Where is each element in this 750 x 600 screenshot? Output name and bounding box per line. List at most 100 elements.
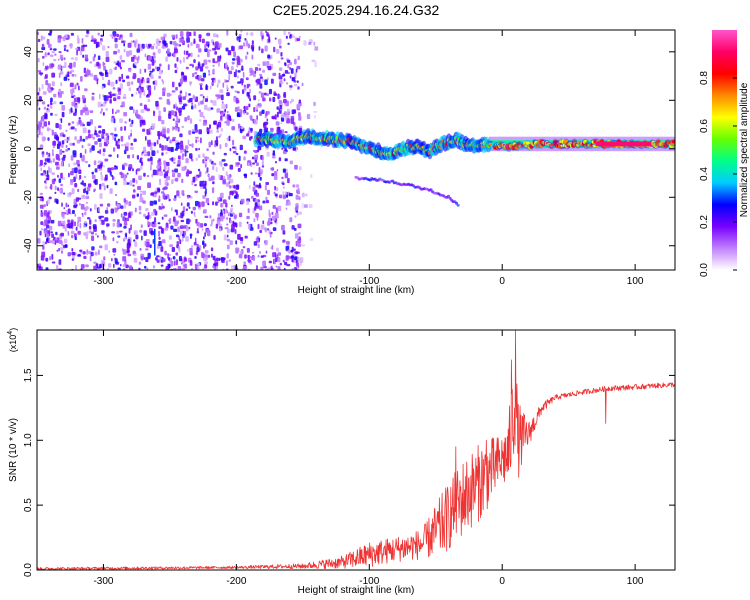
noise-cell [107, 45, 110, 49]
noise-cell [168, 136, 170, 140]
noise-cell [180, 38, 185, 44]
noise-cell [193, 215, 197, 218]
noise-cell [225, 47, 229, 52]
noise-cell [273, 93, 278, 96]
noise-cell [62, 134, 66, 138]
noise-cell [113, 147, 116, 152]
noise-cell [246, 51, 249, 55]
noise-cell [41, 136, 46, 142]
noise-cell [216, 219, 221, 225]
noise-cell [78, 117, 81, 120]
noise-cell [130, 40, 134, 44]
noise-cell [240, 164, 242, 169]
noise-cell [229, 185, 232, 189]
noise-cell [101, 85, 104, 90]
noise-cell [99, 142, 102, 148]
noise-cell [295, 194, 299, 200]
noise-cell [103, 165, 105, 168]
noise-cell [89, 147, 92, 153]
x-tick-label: -100 [359, 576, 379, 587]
noise-cell [212, 72, 215, 75]
noise-cell [138, 205, 142, 211]
noise-cell [90, 251, 94, 257]
colorbar-tick-label: 0.2 [699, 215, 710, 229]
noise-cell [140, 165, 143, 170]
noise-cell [159, 182, 162, 186]
noise-cell [143, 172, 146, 177]
noise-cell [229, 178, 234, 184]
noise-cell [249, 73, 253, 76]
noise-cell [259, 182, 261, 188]
noise-cell [96, 61, 100, 67]
noise-cell [151, 61, 155, 66]
noise-cell [99, 193, 103, 199]
noise-cell [192, 176, 196, 183]
noise-cell [105, 56, 110, 62]
noise-cell [91, 145, 95, 151]
noise-cell [185, 91, 188, 98]
noise-cell [238, 127, 240, 132]
noise-cell [174, 103, 178, 107]
noise-cell [196, 231, 200, 234]
noise-cell [222, 178, 227, 185]
noise-cell [164, 250, 167, 256]
noise-cell [258, 67, 261, 71]
noise-cell [60, 183, 63, 187]
noise-cell [117, 96, 121, 100]
noise-cell [202, 153, 205, 158]
noise-cell [185, 236, 189, 242]
noise-cell [279, 45, 282, 49]
noise-cell [155, 46, 158, 49]
noise-cell [283, 98, 287, 104]
noise-cell [69, 142, 73, 146]
noise-cell [187, 249, 189, 252]
noise-cell [50, 43, 52, 49]
noise-cell [225, 268, 229, 270]
noise-cell [222, 208, 225, 211]
noise-cell [108, 154, 112, 157]
colorbar-tick-label: 0.4 [699, 167, 710, 181]
noise-cell [70, 107, 73, 113]
noise-cell [284, 172, 289, 179]
noise-cell [216, 83, 219, 88]
noise-cell [67, 204, 69, 207]
noise-cell [193, 242, 197, 246]
ridge-cell [575, 143, 581, 147]
noise-cell [295, 259, 298, 263]
noise-cell [65, 148, 69, 152]
noise-cell [196, 139, 200, 143]
noise-cell [250, 32, 254, 36]
noise-cell [278, 99, 282, 104]
ridge-cell [506, 147, 511, 150]
noise-cell [271, 211, 274, 215]
noise-cell [277, 38, 282, 44]
noise-cell [256, 115, 258, 121]
noise-cell [71, 248, 74, 252]
noise-cell [294, 164, 298, 170]
noise-cell [99, 111, 102, 114]
noise-cell [70, 230, 75, 235]
noise-cell [291, 98, 294, 103]
noise-cell [277, 205, 282, 212]
noise-cell [147, 182, 151, 188]
noise-cell [235, 152, 239, 155]
noise-cell [70, 221, 74, 227]
noise-cell [143, 257, 146, 260]
noise-cell [166, 128, 170, 134]
noise-cell [139, 248, 142, 251]
noise-cell [203, 104, 208, 110]
noise-cell [63, 238, 68, 244]
noise-cell [94, 53, 96, 58]
noise-cell [264, 121, 269, 125]
noise-cell [229, 164, 234, 170]
noise-cell [110, 132, 114, 136]
noise-cell [181, 155, 184, 161]
noise-cell [247, 268, 251, 270]
noise-cell [184, 257, 187, 262]
noise-cell [102, 129, 106, 134]
noise-cell [186, 226, 189, 232]
noise-cell [226, 253, 229, 259]
noise-cell [206, 51, 210, 58]
noise-cell [169, 244, 174, 247]
noise-cell [245, 55, 248, 60]
